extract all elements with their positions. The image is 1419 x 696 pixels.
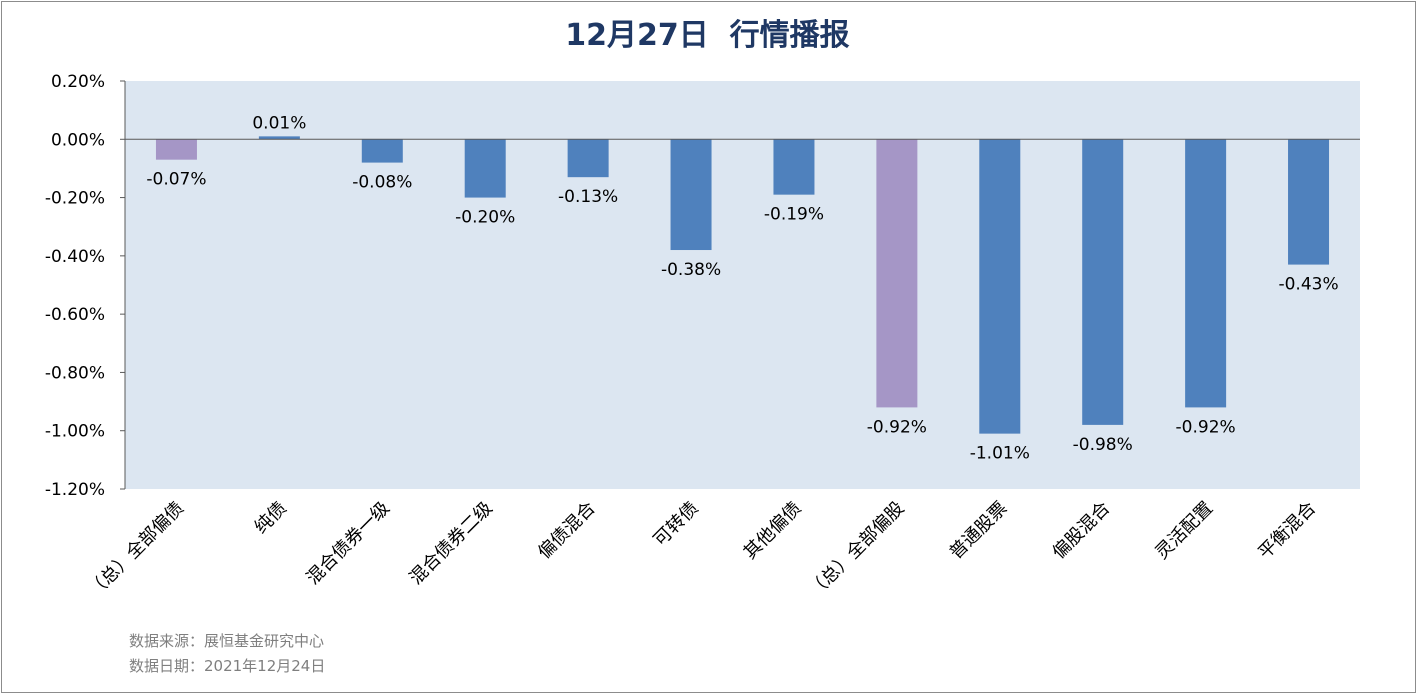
data-label: -0.07% <box>146 170 206 190</box>
x-tick-label: 灵活配置 <box>1151 498 1217 564</box>
bar <box>1185 139 1227 408</box>
chart-title: 12月27日 行情播报 <box>565 18 850 53</box>
bar <box>1288 139 1330 265</box>
data-label: -1.01% <box>970 444 1030 464</box>
x-tick-label: 混合债券一级 <box>303 498 394 589</box>
bar <box>567 139 609 178</box>
y-tick-label: -0.60% <box>45 305 105 325</box>
y-tick-label: 0.20% <box>51 72 105 92</box>
bar <box>773 139 815 195</box>
data-label: -0.19% <box>764 205 824 225</box>
y-tick-label: -0.80% <box>45 363 105 383</box>
x-tick-label: 偏债混合 <box>534 498 600 564</box>
data-label: -0.13% <box>558 187 618 207</box>
x-tick-label: 偏股混合 <box>1048 498 1114 564</box>
x-tick-label: （总）全部偏债 <box>84 498 188 602</box>
bar <box>258 136 300 140</box>
x-tick-label: 其他偏债 <box>740 498 806 564</box>
y-tick-label: -0.20% <box>45 189 105 209</box>
bar <box>361 139 403 163</box>
x-tick-label: 可转债 <box>650 498 703 551</box>
y-tick-label: 0.00% <box>51 130 105 150</box>
bar <box>1082 139 1124 425</box>
source-note: 数据来源：展恒基金研究中心 <box>129 632 325 650</box>
bar <box>464 139 506 198</box>
x-tick-label: （总）全部偏股 <box>804 498 908 602</box>
data-label: -0.92% <box>1176 417 1236 437</box>
plot-area <box>125 81 1360 489</box>
bar <box>155 139 197 160</box>
data-label: -0.98% <box>1073 435 1133 455</box>
data-label: -0.08% <box>352 173 412 193</box>
y-tick-label: -1.20% <box>45 480 105 500</box>
data-label: -0.43% <box>1278 275 1338 295</box>
y-tick-label: -1.00% <box>45 422 105 442</box>
x-tick-label: 纯债 <box>251 498 291 538</box>
data-label: 0.01% <box>252 113 306 133</box>
date-note: 数据日期：2021年12月24日 <box>129 657 326 675</box>
data-label: -0.20% <box>455 208 515 228</box>
x-tick-label: 混合债券二级 <box>406 498 497 589</box>
y-tick-label: -0.40% <box>45 247 105 267</box>
data-label: -0.38% <box>661 260 721 280</box>
bar <box>979 139 1021 434</box>
x-tick-label: 平衡混合 <box>1254 498 1320 564</box>
bar <box>670 139 712 251</box>
data-label: -0.92% <box>867 417 927 437</box>
bar <box>876 139 918 408</box>
x-tick-label: 普通股票 <box>946 498 1012 564</box>
